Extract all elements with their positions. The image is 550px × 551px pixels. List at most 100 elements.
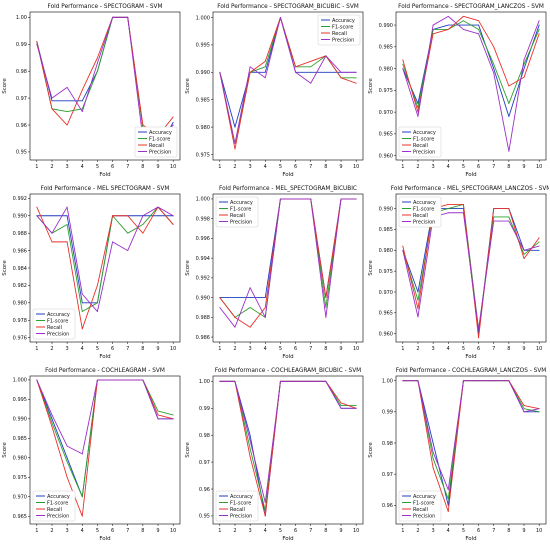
data-point (340, 405, 342, 407)
x-tick-label: 10 (353, 164, 359, 170)
x-axis-label: Fold (99, 536, 110, 542)
data-point (66, 215, 68, 217)
y-tick-label: 0.984 (13, 266, 27, 272)
data-point (310, 71, 312, 73)
chart-svg: Fold Performance - COCHLEAGRAM_BICUBIC -… (185, 368, 364, 542)
legend-label: Recall (230, 507, 245, 513)
data-point (142, 232, 144, 234)
y-tick-label: 1.00 (199, 379, 210, 385)
data-point (51, 422, 53, 424)
y-tick-label: 0.980 (379, 248, 393, 254)
data-point (447, 511, 449, 512)
y-tick-label: 1.00 (382, 378, 393, 384)
y-tick-label: 0.99 (382, 410, 393, 416)
x-tick-label: 5 (462, 528, 465, 534)
y-axis-label: Score (2, 442, 8, 458)
y-tick-label: 0.990 (379, 206, 393, 212)
y-tick-label: 0.97 (199, 460, 210, 466)
data-point (523, 405, 525, 407)
chart-svg: Fold Performance - SPECTOGRAM_BICUBIC - … (185, 4, 364, 178)
data-point (432, 458, 434, 460)
data-point (66, 241, 68, 243)
x-tick-label: 1 (35, 528, 38, 534)
legend-label: Recall (413, 143, 428, 149)
data-point (96, 379, 98, 381)
data-point (81, 515, 83, 517)
data-point (340, 402, 342, 404)
x-tick-label: 5 (279, 164, 282, 170)
legend-label: Precision (230, 219, 252, 225)
data-point (447, 212, 449, 214)
legend-label: Precision (413, 219, 435, 225)
data-point (264, 515, 266, 517)
chart-svg: Fold Performance - COCHLEAGRAM - SVM 1 2 3 4… (2, 368, 181, 542)
data-point (523, 258, 525, 260)
x-tick-label: 4 (81, 346, 84, 352)
x-tick-label: 10 (170, 528, 176, 534)
chart-panel: Fold Performance - MEL_SPECTOGRAM_LANCZO… (366, 182, 550, 364)
data-point (172, 418, 174, 420)
y-tick-label: 0.978 (13, 318, 27, 324)
data-point (538, 408, 540, 410)
data-point (219, 380, 221, 382)
data-point (81, 302, 83, 304)
data-point (142, 379, 144, 381)
chart-svg: Fold Performance - MEL_SPECTOGRAM_BICUBI… (185, 186, 364, 360)
data-point (508, 216, 510, 218)
data-point (417, 299, 419, 301)
y-tick-label: 0.98 (16, 69, 27, 75)
data-point (447, 504, 449, 506)
x-tick-label: 10 (536, 528, 542, 534)
legend-label: F1-score (413, 500, 434, 506)
data-point (310, 66, 312, 68)
data-point (264, 316, 266, 318)
plot-frame (395, 375, 547, 525)
data-point (355, 71, 357, 73)
data-point (325, 297, 327, 299)
x-tick-label: 6 (294, 528, 297, 534)
x-tick-label: 9 (522, 346, 525, 352)
data-point (112, 379, 114, 381)
data-point (51, 414, 53, 416)
data-point (51, 108, 53, 110)
data-point (493, 63, 495, 65)
data-point (340, 77, 342, 79)
data-point (249, 71, 251, 73)
data-point (264, 66, 266, 68)
data-point (355, 405, 357, 407)
y-tick-label: 0.960 (379, 153, 393, 159)
chart-title: Fold Performance - SPECTOGRAM_BICUBIC - … (217, 4, 359, 10)
data-point (96, 284, 98, 286)
data-point (234, 148, 236, 150)
data-point (36, 379, 38, 381)
data-point (295, 380, 297, 382)
x-tick-label: 7 (309, 164, 312, 170)
x-tick-label: 6 (294, 164, 297, 170)
data-point (478, 329, 480, 330)
y-tick-label: 0.990 (13, 417, 27, 423)
y-tick-label: 0.980 (13, 456, 27, 462)
x-tick-label: 3 (66, 346, 69, 352)
data-point (81, 293, 83, 295)
y-tick-label: 1.000 (13, 378, 27, 384)
data-point (36, 206, 38, 208)
legend-label: Accuracy (149, 130, 172, 136)
legend-box (398, 126, 442, 158)
y-tick-label: 0.975 (379, 269, 393, 275)
data-point (508, 102, 510, 104)
data-point (310, 60, 312, 62)
data-point (432, 28, 434, 30)
x-tick-label: 8 (141, 528, 144, 534)
data-point (340, 407, 342, 409)
x-tick-label: 2 (416, 528, 419, 534)
x-tick-label: 6 (477, 528, 480, 534)
x-tick-label: 4 (264, 164, 267, 170)
data-point (417, 380, 419, 382)
data-point (432, 33, 434, 35)
data-point (523, 408, 525, 410)
legend-label: F1-score (230, 500, 251, 506)
series-line-recall (36, 16, 174, 137)
data-point (234, 143, 236, 145)
data-point (355, 198, 357, 200)
